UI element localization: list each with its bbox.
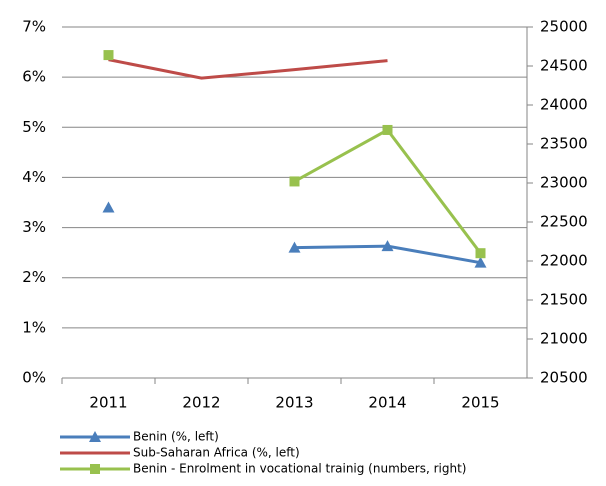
marker: [382, 124, 393, 135]
marker: [90, 464, 100, 474]
marker: [475, 248, 486, 259]
line: [108, 58, 388, 80]
legend-label: Sub-Saharan Africa (%, left): [133, 446, 300, 460]
marker: [102, 201, 115, 213]
y-tick-label: 6%: [22, 68, 46, 86]
y-tick-label: 0%: [22, 369, 46, 387]
x-tick-label: 2014: [368, 394, 406, 412]
marker: [288, 241, 301, 253]
y2-tick-label: 24500: [540, 57, 588, 75]
y-tick-label: 3%: [22, 218, 46, 236]
legend-label: Benin (%, left): [133, 430, 219, 444]
y-tick-label: 5%: [22, 118, 46, 136]
y2-tick-label: 22000: [540, 252, 588, 270]
x-tick-label: 2015: [461, 394, 499, 412]
y-tick-label: 1%: [22, 318, 46, 336]
y2-tick-label: 23000: [540, 174, 588, 192]
marker: [89, 431, 101, 442]
y2-tick-label: 21500: [540, 291, 588, 309]
y2-tick-label: 24000: [540, 96, 588, 114]
y2-tick-label: 21000: [540, 330, 588, 348]
y2-tick-label: 22500: [540, 213, 588, 231]
y2-tick-label: 20500: [540, 369, 588, 387]
x-tick-label: 2011: [89, 394, 127, 412]
y-tick-label: 2%: [22, 268, 46, 286]
x-tick-label: 2013: [275, 394, 313, 412]
y2-tick-label: 25000: [540, 18, 588, 36]
y2-tick-label: 23500: [540, 135, 588, 153]
x-tick-label: 2012: [182, 394, 220, 412]
y-tick-label: 4%: [22, 168, 46, 186]
line: [293, 128, 482, 255]
marker: [474, 256, 487, 268]
marker: [289, 176, 300, 187]
marker: [103, 50, 114, 61]
legend-label: Benin - Enrolment in vocational trainig …: [133, 462, 466, 476]
marker: [381, 240, 394, 252]
y-tick-label: 7%: [22, 18, 46, 36]
